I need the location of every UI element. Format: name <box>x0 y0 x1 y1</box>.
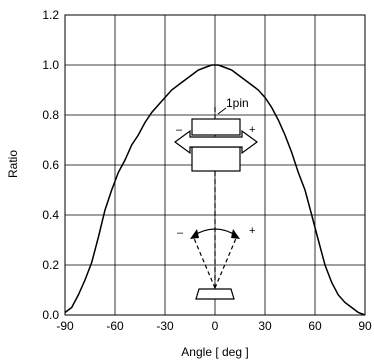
package-diagram: – + – + 1pin <box>173 96 259 300</box>
package-plus-label: + <box>249 124 255 136</box>
arc-minus-label: – <box>177 227 184 239</box>
y-tick-label: 1.2 <box>42 8 59 22</box>
x-tick-label: 90 <box>358 319 372 333</box>
x-tick-label: 0 <box>212 319 219 333</box>
arc-right-arrowhead <box>231 229 240 239</box>
pin-leader-line <box>217 107 227 115</box>
x-tick-label: 60 <box>308 319 322 333</box>
y-tick-label: 0.2 <box>42 258 59 272</box>
double-arrow <box>173 129 259 155</box>
y-tick-labels: 0.0 0.2 0.4 0.6 0.8 1.0 1.2 <box>42 8 59 322</box>
right-view-dash-line <box>214 235 238 289</box>
x-tick-label: -60 <box>106 319 124 333</box>
x-axis-title: Angle [ deg ] <box>181 345 248 359</box>
y-tick-label: 0.4 <box>42 208 59 222</box>
package-top-block <box>191 118 241 136</box>
series-line <box>64 64 366 316</box>
y-tick-label: 1.0 <box>42 58 59 72</box>
y-tick-label: 0.8 <box>42 108 59 122</box>
emitter-trapezoid <box>195 288 235 300</box>
plot-frame <box>64 14 366 316</box>
package-minus-label: – <box>176 124 183 136</box>
y-tick-label: 0.0 <box>42 308 59 322</box>
arc-left-arrowhead <box>190 229 199 239</box>
arc-plus-label: + <box>249 225 255 237</box>
x-tick-label: 30 <box>258 319 272 333</box>
x-tick-label: -90 <box>56 319 74 333</box>
left-view-dash-line <box>192 235 216 289</box>
pin-label: 1pin <box>226 96 249 110</box>
y-axis-title: Ratio <box>6 150 20 178</box>
x-tick-label: -30 <box>156 319 174 333</box>
x-tick-labels: -90 -60 -30 0 30 60 90 <box>56 319 372 333</box>
package-bottom-block <box>191 146 241 172</box>
y-tick-label: 0.6 <box>42 158 59 172</box>
